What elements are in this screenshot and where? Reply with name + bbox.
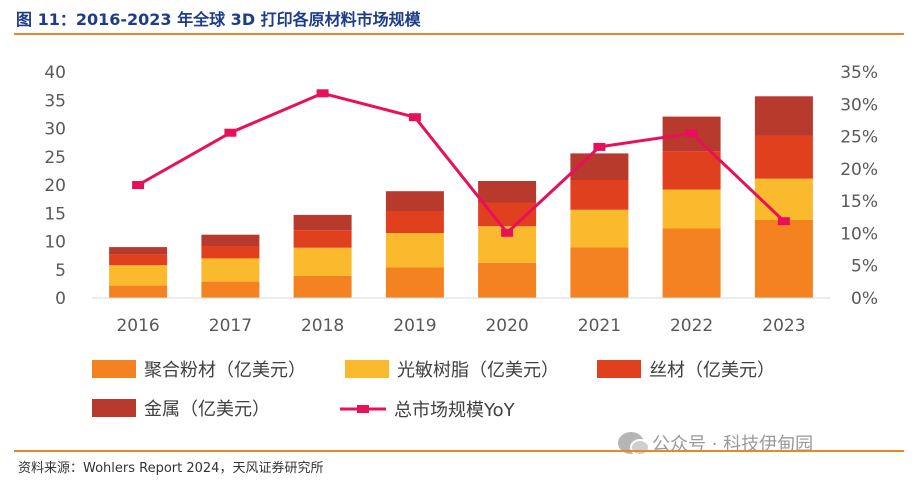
legend-swatch [597, 360, 641, 378]
x-tick-label: 2023 [762, 316, 805, 336]
legend-swatch [92, 360, 136, 378]
x-tick-label: 2018 [301, 316, 344, 336]
bar-segment-2023-series-3 [754, 135, 813, 179]
bar-segment-2021-series-2 [570, 209, 629, 248]
left-tick-label: 5 [55, 261, 66, 281]
x-tick-label: 2022 [670, 316, 713, 336]
source-note: 资料来源：Wohlers Report 2024，天风证券研究所 [18, 461, 324, 476]
right-tick-label: 10% [840, 224, 878, 244]
yoy-point-2017 [224, 128, 237, 137]
left-tick-label: 10 [44, 233, 66, 253]
watermark: 公众号 · 科技伊甸园 [618, 430, 813, 456]
bar-segment-2020-series-4 [478, 181, 537, 203]
bar-segment-2017-series-2 [201, 258, 260, 282]
legend-label: 金属（亿美元） [144, 399, 270, 420]
bar-segment-2016-series-1 [109, 285, 168, 298]
bar-segment-2016-series-2 [109, 265, 168, 286]
yoy-point-2019 [408, 113, 421, 122]
bar-segment-2019-series-4 [385, 191, 444, 211]
left-tick-label: 0 [55, 289, 66, 309]
bar-segment-2022-series-3 [662, 151, 721, 190]
bar-segment-2023-series-1 [754, 220, 813, 298]
bar-segment-2016-series-4 [109, 247, 168, 255]
yoy-point-2023 [777, 217, 790, 226]
right-tick-label: 25% [840, 128, 878, 148]
bar-segment-2021-series-3 [570, 179, 629, 210]
left-tick-label: 25 [44, 148, 66, 168]
bar-segment-2018-series-2 [293, 247, 352, 276]
left-axis-ticks: 0 5 10 15 20 25 30 35 40 [44, 63, 66, 309]
bar-segment-2021-series-1 [570, 247, 629, 298]
yoy-line [137, 91, 785, 235]
bar-segment-2023-series-2 [754, 178, 813, 220]
figure-title: 图 11：2016-2023 年全球 3D 打印各原材料市场规模 [16, 10, 421, 29]
yoy-line-layer [132, 89, 790, 237]
bar-layer [109, 96, 813, 298]
left-tick-label: 15 [44, 204, 66, 224]
watermark-text: 公众号 · 科技伊甸园 [652, 434, 814, 455]
legend-label: 总市场规模YoY [394, 400, 516, 421]
bar-segment-2020-series-1 [478, 263, 537, 298]
yoy-point-2016 [132, 181, 145, 189]
x-tick-label: 2017 [209, 316, 252, 336]
left-tick-label: 40 [44, 63, 66, 83]
legend-label: 聚合粉材（亿美元） [144, 360, 306, 381]
right-tick-label: 20% [840, 160, 878, 180]
left-tick-label: 20 [44, 176, 66, 196]
legend-swatch [345, 360, 389, 378]
bar-segment-2018-series-4 [293, 214, 352, 231]
bar-segment-2019-series-3 [385, 211, 444, 233]
yoy-point-2021 [593, 142, 606, 151]
bar-segment-2022-series-2 [662, 189, 721, 229]
right-tick-label: 30% [840, 95, 878, 115]
bar-segment-2023-series-4 [754, 96, 813, 136]
right-tick-label: 35% [840, 63, 878, 83]
x-tick-label: 2019 [393, 316, 436, 336]
right-axis-ticks: 0% 5% 10% 15% 20% 25% 30% 35% [840, 63, 878, 309]
right-tick-label: 5% [851, 257, 878, 277]
right-tick-label: 15% [840, 192, 878, 212]
bar-segment-2017-series-3 [201, 246, 260, 259]
x-tick-label: 2016 [116, 316, 159, 336]
bar-segment-2019-series-2 [385, 233, 444, 268]
x-tick-label: 2020 [485, 316, 528, 336]
legend-line-marker [357, 405, 369, 413]
left-tick-label: 35 [44, 91, 66, 111]
top-rule [14, 33, 904, 35]
legend: 聚合粉材（亿美元） 光敏树脂（亿美元） 丝材（亿美元） 金属（亿美元） 总市场规模YoY [92, 360, 775, 421]
x-tick-label: 2021 [578, 316, 621, 336]
yoy-point-2020 [501, 228, 514, 237]
bar-segment-2017-series-1 [201, 281, 260, 298]
bar-segment-2016-series-3 [109, 254, 168, 266]
bar-segment-2018-series-1 [293, 276, 352, 298]
bottom-rule [14, 450, 904, 452]
right-tick-label: 0% [851, 289, 878, 309]
yoy-point-2018 [316, 89, 329, 98]
legend-label: 丝材（亿美元） [649, 360, 775, 381]
left-tick-label: 30 [44, 120, 66, 140]
bar-segment-2022-series-1 [662, 228, 721, 298]
bar-segment-2017-series-4 [201, 234, 260, 246]
x-axis-ticks: 2016 2017 2018 2019 2020 2021 2022 2023 [116, 316, 805, 336]
bar-segment-2019-series-1 [385, 267, 444, 298]
legend-swatch [92, 399, 136, 417]
bar-segment-2018-series-3 [293, 230, 352, 248]
yoy-point-2022 [685, 129, 698, 138]
legend-label: 光敏树脂（亿美元） [397, 360, 559, 381]
